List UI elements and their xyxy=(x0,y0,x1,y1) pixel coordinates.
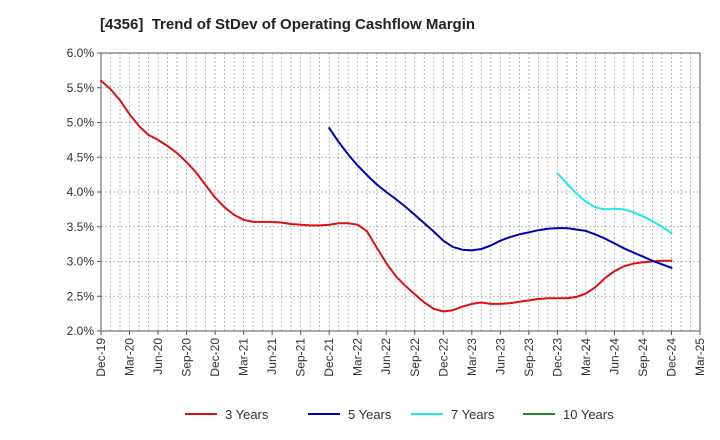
x-tick-label: Mar-24 xyxy=(579,338,593,376)
legend-label-5-years: 5 Years xyxy=(348,407,392,422)
y-tick-label: 4.5% xyxy=(67,150,95,164)
x-tick-label: Mar-25 xyxy=(693,338,707,376)
x-tick-label: Dec-19 xyxy=(94,338,108,377)
axes: 2.0% 2.5% 3.0% 3.5% 4.0% 4.5% 5.0% 5.5% 6.0% Dec-… xyxy=(67,46,707,377)
y-tick-label: 2.5% xyxy=(67,289,95,303)
x-tick-label: Mar-21 xyxy=(237,338,251,376)
x-tick-label: Mar-20 xyxy=(123,338,137,376)
x-tick-label: Sep-20 xyxy=(180,338,194,377)
y-tick-label: 2.0% xyxy=(67,324,95,338)
x-tick-label: Dec-23 xyxy=(550,338,564,377)
x-tick-label: Sep-22 xyxy=(408,338,422,377)
x-tick-label: Mar-23 xyxy=(465,338,479,376)
y-tick-label: 6.0% xyxy=(67,46,95,60)
x-tick-label: Jun-24 xyxy=(607,338,621,375)
series-line-7-years xyxy=(556,172,673,234)
chart-title: [4356] Trend of StDev of Operating Cashf… xyxy=(100,16,476,33)
x-tick-label: Dec-21 xyxy=(322,338,336,377)
legend-label-10-years: 10 Years xyxy=(563,407,614,422)
y-tick-label: 4.0% xyxy=(67,185,95,199)
y-tick-label: 5.5% xyxy=(67,81,95,95)
legend-label-3-years: 3 Years xyxy=(225,407,269,422)
x-tick-label: Sep-23 xyxy=(522,338,536,377)
x-tick-label: Dec-22 xyxy=(436,338,450,377)
series-line-3-years xyxy=(100,79,673,313)
legend: 3 Years 5 Years 7 Years 10 Years xyxy=(185,407,614,422)
x-tick-label: Dec-20 xyxy=(208,338,222,377)
y-tick-label: 5.0% xyxy=(67,116,95,130)
grid-lines xyxy=(101,52,700,332)
y-tick-label: 3.0% xyxy=(67,255,95,269)
series-lines xyxy=(100,79,673,313)
x-tick-label: Jun-23 xyxy=(493,338,507,375)
x-tick-label: Mar-22 xyxy=(351,338,365,376)
x-tick-label: Sep-21 xyxy=(294,338,308,377)
series-line-5-years xyxy=(328,127,673,269)
legend-label-7-years: 7 Years xyxy=(451,407,495,422)
x-tick-label: Jun-21 xyxy=(265,338,279,375)
x-tick-label: Sep-24 xyxy=(636,338,650,377)
x-tick-label: Jun-22 xyxy=(379,338,393,375)
x-tick-label: Dec-24 xyxy=(664,338,678,377)
y-tick-label: 3.5% xyxy=(67,220,95,234)
x-tick-label: Jun-20 xyxy=(151,338,165,375)
